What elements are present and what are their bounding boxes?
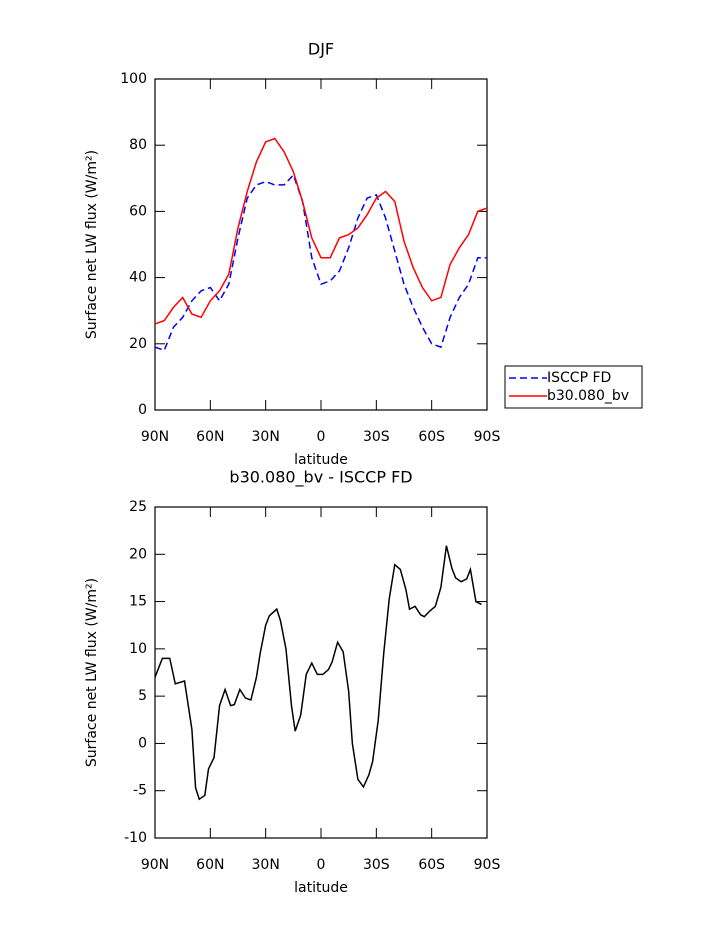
x-tick-label: 0 [317,429,326,445]
y-axis-label: Surface net LW flux (W/m²) [84,150,100,339]
y-tick-label: 20 [129,336,147,352]
y-tick-label: 10 [129,641,147,657]
x-tick-label: 90S [474,429,501,445]
legend-label: b30.080_bv [547,388,629,404]
y-tick-label: -5 [133,783,147,799]
x-tick-label: 60S [418,857,445,873]
legend-label: ISCCP FD [547,370,611,386]
y-tick-label: 0 [138,735,147,751]
x-tick-label: 90N [141,857,169,873]
plot-frame [154,78,488,411]
x-tick-label: 30N [252,857,280,873]
y-tick-label: 40 [129,270,147,286]
y-tick-label: 80 [129,137,147,153]
data-line [154,173,487,352]
y-tick-label: 0 [138,402,147,418]
x-tick-label: 0 [317,857,326,873]
y-tick-label: 100 [120,71,147,87]
panel: b30.080_bv - ISCCP FD latitude Surface net… [84,468,500,897]
y-tick-label: -10 [124,830,147,846]
panel: DJF latitude Surface net LW flux (W/m²) 0 20… [84,40,643,468]
x-tick-label: 90N [141,429,169,445]
x-tick-label: 30N [252,429,280,445]
legend-box [504,365,643,409]
x-axis-label: latitude [294,880,348,896]
y-tick-label: 15 [129,594,147,610]
x-axis-label: latitude [294,452,348,468]
y-axis-label: Surface net LW flux (W/m²) [84,578,100,767]
chart-title: b30.080_bv - ISCCP FD [229,468,412,488]
chart-title: DJF [308,40,334,59]
y-tick-label: 20 [129,546,147,562]
x-tick-label: 60N [196,429,224,445]
x-tick-label: 30S [363,857,390,873]
y-tick-label: 25 [129,499,147,515]
data-line [154,137,488,325]
x-tick-label: 30S [363,429,390,445]
x-tick-label: 90S [474,857,501,873]
x-tick-label: 60S [418,429,445,445]
y-tick-label: 5 [138,688,147,704]
x-tick-label: 60N [196,857,224,873]
data-line [154,545,482,801]
y-tick-label: 60 [129,203,147,219]
plot-frame [154,506,488,839]
